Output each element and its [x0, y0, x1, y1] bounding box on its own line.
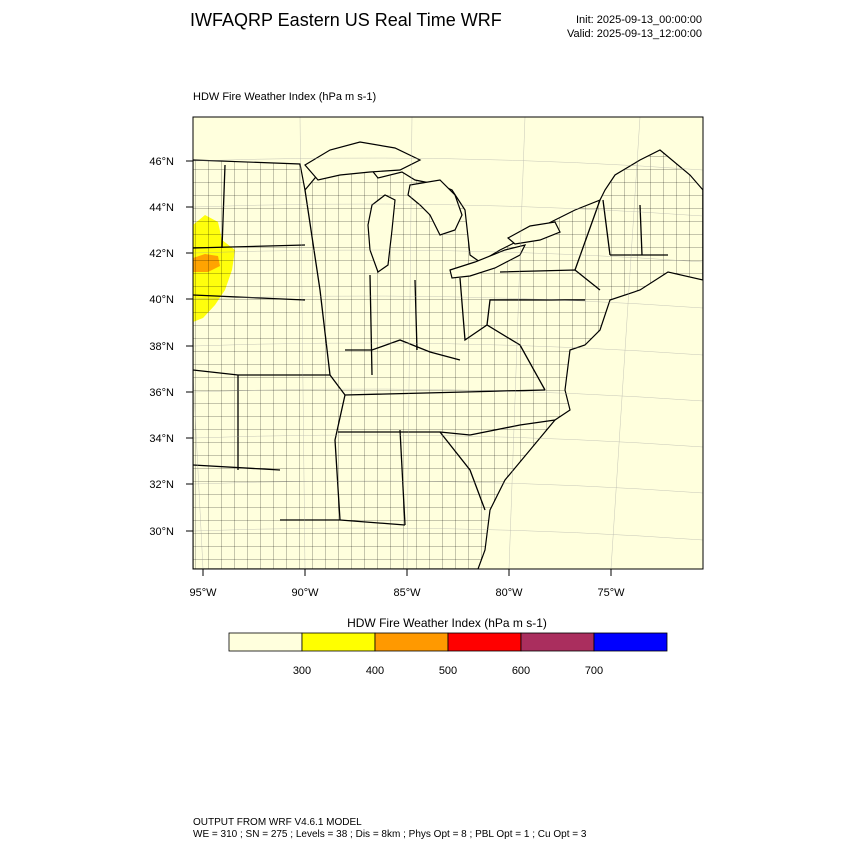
lon-label: 80°W — [495, 587, 523, 599]
lon-label: 85°W — [393, 587, 421, 599]
great-lakes — [304, 141, 561, 279]
colorbar-swatch — [593, 632, 668, 652]
lat-label: 40°N — [149, 294, 174, 306]
colorbar-swatch — [374, 632, 449, 652]
lat-label: 42°N — [149, 248, 174, 260]
colorbar-label: 500 — [439, 665, 457, 677]
lat-label: 38°N — [149, 341, 174, 353]
valid-time: Valid: 2025-09-13_12:00:00 — [567, 28, 702, 40]
colorbar-label: 600 — [512, 665, 530, 677]
colorbar-swatch — [447, 632, 522, 652]
lat-label: 36°N — [149, 387, 174, 399]
lon-label: 90°W — [291, 587, 319, 599]
colorbar-swatch — [301, 632, 376, 652]
lon-label: 95°W — [189, 587, 217, 599]
lat-label: 30°N — [149, 526, 174, 538]
lon-label: 75°W — [597, 587, 625, 599]
model-footer-line1: OUTPUT FROM WRF V4.6.1 MODEL — [193, 817, 362, 828]
map-frame — [192, 116, 704, 570]
init-time: Init: 2025-09-13_00:00:00 — [576, 14, 702, 26]
model-footer-line2: WE = 310 ; SN = 275 ; Levels = 38 ; Dis … — [193, 829, 587, 840]
colorbar-label: 400 — [366, 665, 384, 677]
lat-label: 46°N — [149, 156, 174, 168]
graticule — [193, 117, 703, 569]
plot-title: IWFAQRP Eastern US Real Time WRF — [190, 10, 502, 30]
field-subtitle: HDW Fire Weather Index (hPa m s-1) — [193, 91, 377, 103]
longitude-axis: 95°W 90°W 85°W 80°W 75°W — [189, 569, 625, 599]
colorbar: 300 400 500 600 700 — [228, 632, 668, 677]
lat-label: 32°N — [149, 479, 174, 491]
lat-label: 34°N — [149, 433, 174, 445]
colorbar-label: 300 — [293, 665, 311, 677]
colorbar-title: HDW Fire Weather Index (hPa m s-1) — [347, 616, 547, 630]
lat-label: 44°N — [149, 202, 174, 214]
latitude-axis: 46°N 44°N 42°N 40°N 38°N 36°N 34°N 32°N 30°N — [149, 156, 193, 538]
colorbar-swatch — [228, 632, 303, 652]
colorbar-swatch — [520, 632, 595, 652]
colorbar-label: 700 — [585, 665, 603, 677]
